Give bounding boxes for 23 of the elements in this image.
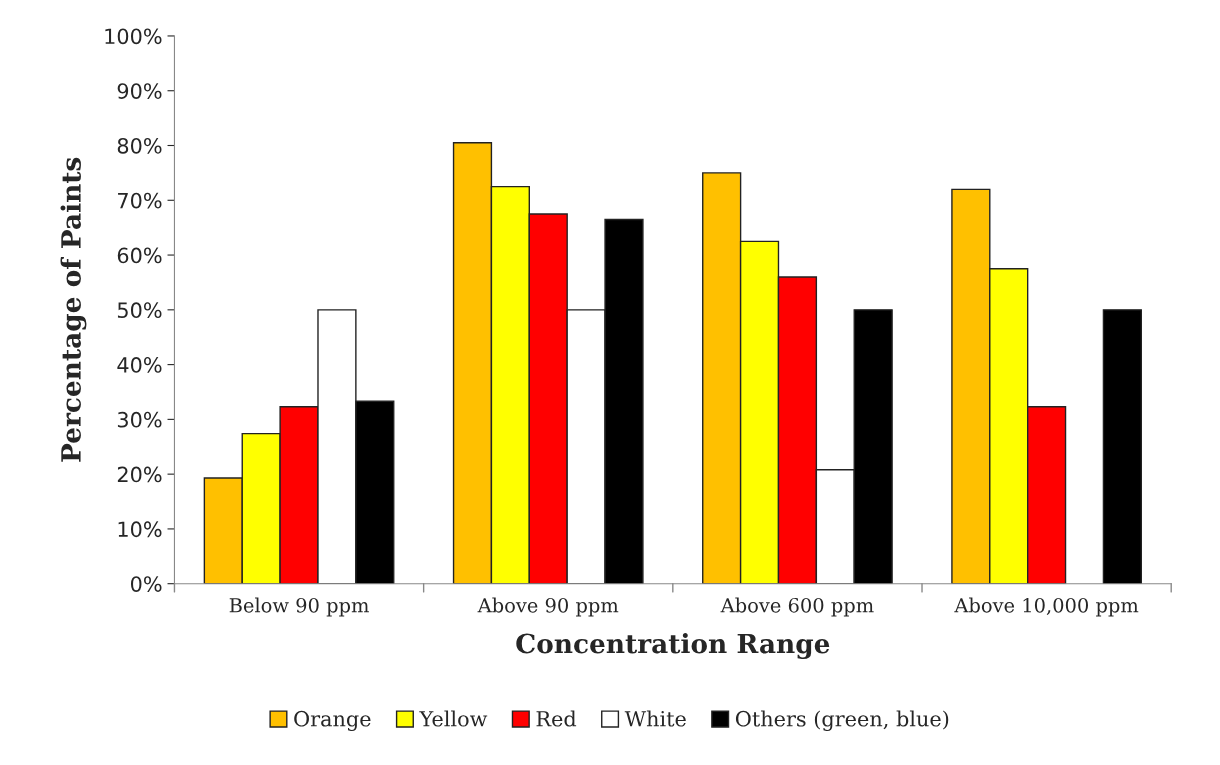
- bar: [1102, 309, 1142, 584]
- x-tick-label: Below 90 ppm: [229, 597, 369, 617]
- legend-label: Others (green, blue): [735, 710, 949, 731]
- y-tick-label: 20%: [117, 466, 162, 483]
- x-tick-label: Above 90 ppm: [477, 597, 619, 617]
- y-tick-label: 50%: [117, 302, 162, 319]
- y-tick-label: 10%: [118, 521, 162, 538]
- legend-label: Orange: [294, 710, 371, 731]
- legend-label: Yellow: [419, 710, 488, 727]
- y-tick-label: 100%: [105, 28, 162, 45]
- y-tick-label: 80%: [117, 137, 162, 154]
- x-tick-label: Above 600 ppm: [720, 597, 874, 617]
- y-axis-title: Percentage of Paints: [60, 157, 87, 462]
- legend-label: Red: [536, 710, 577, 727]
- x-tick-label: Above 10,000 ppm: [954, 597, 1139, 617]
- y-tick-label: 90%: [117, 83, 162, 99]
- y-tick-label: 0%: [130, 576, 162, 592]
- x-axis-title: Concentration Range: [516, 633, 830, 659]
- y-tick-label: 40%: [117, 357, 162, 373]
- y-tick-label: 30%: [117, 411, 162, 428]
- y-tick-label: 60%: [117, 247, 162, 264]
- legend-label: White: [624, 710, 686, 727]
- y-tick-label: 70%: [118, 192, 162, 209]
